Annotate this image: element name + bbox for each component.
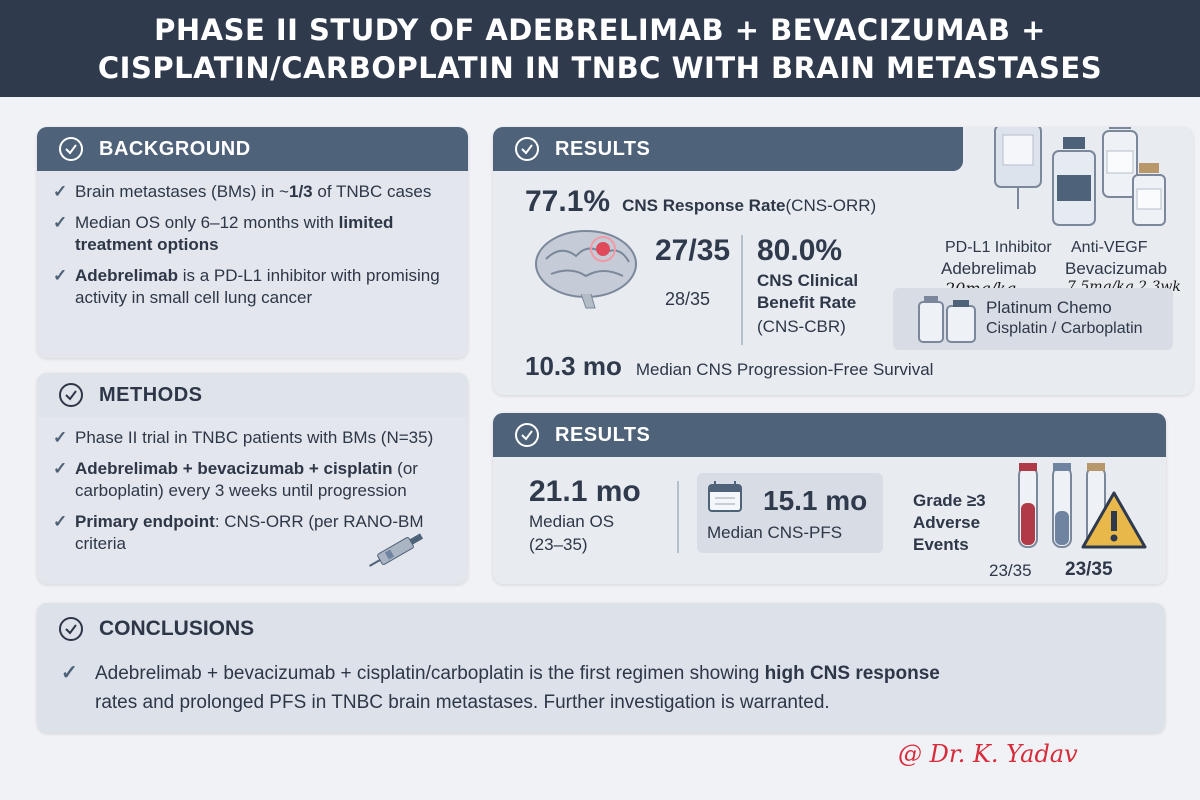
conclusions-heading: CONCLUSIONS [99,617,255,640]
ae-label-3: Events [913,535,969,554]
background-header: BACKGROUND [37,127,468,171]
vial-icon [1052,137,1096,226]
check-icon: ✓ [53,266,68,285]
cnspfs-value: 15.1 mo [763,485,868,516]
list-item: ✓ Adebrelimab + bevacizumab + cisplatin (… [53,459,418,500]
orr-abbr: (CNS-ORR) [785,196,877,215]
results-header-1: RESULTS [493,127,963,171]
pfs-label: Median CNS Progression-Free Survival [635,360,934,379]
results-card-1: RESULTS 77.1% CNS Response Rate (CNS-ORR… [493,127,1193,395]
drug3-name: Cisplatin / Carboplatin [986,320,1143,337]
methods-header: METHODS [37,373,468,417]
check-circle-icon [59,137,83,161]
cbr-label-1: CNS Clinical [757,271,859,290]
orr-row: 77.1% CNS Response Rate (CNS-ORR) [525,185,876,219]
list-item: ✓ Median OS only 6–12 months with limited… [53,213,394,254]
background-heading: BACKGROUND [99,137,251,160]
check-circle-icon [515,423,539,447]
list-item: ✓ Primary endpoint: CNS-ORR (per RANO-BM … [53,512,424,553]
background-list: ✓ Brain metastases (BMs) in ~1/3 of TNBC … [37,171,468,309]
pfs-value: 10.3 mo [525,351,622,381]
check-icon: ✓ [53,459,68,478]
check-icon: ✓ [53,428,68,447]
drug1-name: Adebrelimab [941,259,1037,278]
results-header-2: RESULTS [493,413,1166,457]
fraction-a: 27/35 [655,234,731,267]
pfs-row: 10.3 mo Median CNS Progression-Free Surv… [525,351,933,382]
os-label: Median OS [529,512,615,531]
methods-heading: METHODS [99,383,203,406]
test-tubes-icon [1018,463,1106,548]
check-circle-icon [515,137,539,161]
check-icon: ✓ [53,512,68,531]
check-circle-icon [59,383,83,407]
check-icon: ✓ [53,182,68,201]
orr-label: CNS Response Rate [622,196,786,215]
vial-icon [1132,163,1166,226]
methods-card: METHODS ✓ Phase II trial in TNBC patients… [37,373,468,584]
conclusions-body: ✓ Adebrelimab + bevacizumab + cisplatin/… [61,659,1151,717]
drug2-class: Anti-VEGF [1071,239,1148,256]
os-range: (23–35) [529,535,588,554]
cnspfs-box: 15.1 mo Median CNS-PFS [697,473,883,553]
drug1-class: PD-L1 Inhibitor [945,239,1052,256]
signature: @ Dr. K. Yadav [898,740,1078,768]
background-card: BACKGROUND ✓ Brain metastases (BMs) in ~1… [37,127,468,358]
cbr-label-2: Benefit Rate [757,293,857,312]
warning-icon [1081,491,1147,549]
cnspfs-label: Median CNS-PFS [707,523,843,542]
cbr-value: 80.0% [757,234,843,267]
os-value: 21.1 mo [529,475,641,508]
vial-icon [1102,127,1138,198]
page-title-line-1: PHASE II STUDY OF ADEBRELIMAB + BEVACIZU… [154,12,1046,47]
list-item: ✓ Brain metastases (BMs) in ~1/3 of TNBC … [53,182,432,201]
vials-icon [918,296,976,343]
fraction-b: 28/35 [665,289,711,309]
drug2-name: Bevacizumab [1065,259,1168,278]
syringe-icon [369,533,424,567]
brain-icon [535,230,637,309]
methods-list: ✓ Phase II trial in TNBC patients with BM… [37,417,468,555]
platinum-box: Platinum Chemo Cisplatin / Carboplatin [893,288,1173,350]
page-title-bar: PHASE II STUDY OF ADEBRELIMAB + BEVACIZU… [0,0,1200,97]
calendar-icon [708,481,742,512]
conclusions-header: CONCLUSIONS [59,617,254,641]
check-circle-icon [59,617,83,641]
check-icon: ✓ [53,213,68,232]
results-heading-1: RESULTS [555,137,651,160]
ae-label-2: Adverse [913,513,981,532]
cbr-abbr: (CNS-CBR) [757,317,846,336]
results-card-2: RESULTS 21.1 mo Median OS (23–35) 15.1 m… [493,413,1166,584]
list-item: ✓ Phase II trial in TNBC patients with BM… [53,428,434,447]
results-heading-2: RESULTS [555,423,651,446]
divider [741,235,743,345]
conclusions-card: CONCLUSIONS ✓ Adebrelimab + bevacizumab … [37,603,1165,733]
orr-value: 77.1% [525,185,611,218]
list-item: ✓ Adebrelimab is a PD-L1 inhibitor with p… [53,266,440,307]
ae-label-1: Grade ≥3 [913,491,986,510]
iv-bag-icon [994,127,1042,209]
ae-fraction-b: 23/35 [1065,559,1113,580]
ae-fraction-a: 23/35 [989,561,1032,580]
drug3-class: Platinum Chemo [986,298,1112,317]
divider [677,481,679,553]
page-title-line-2: CISPLATIN/CARBOPLATIN IN TNBC WITH BRAIN… [97,50,1103,85]
check-icon: ✓ [61,662,78,684]
